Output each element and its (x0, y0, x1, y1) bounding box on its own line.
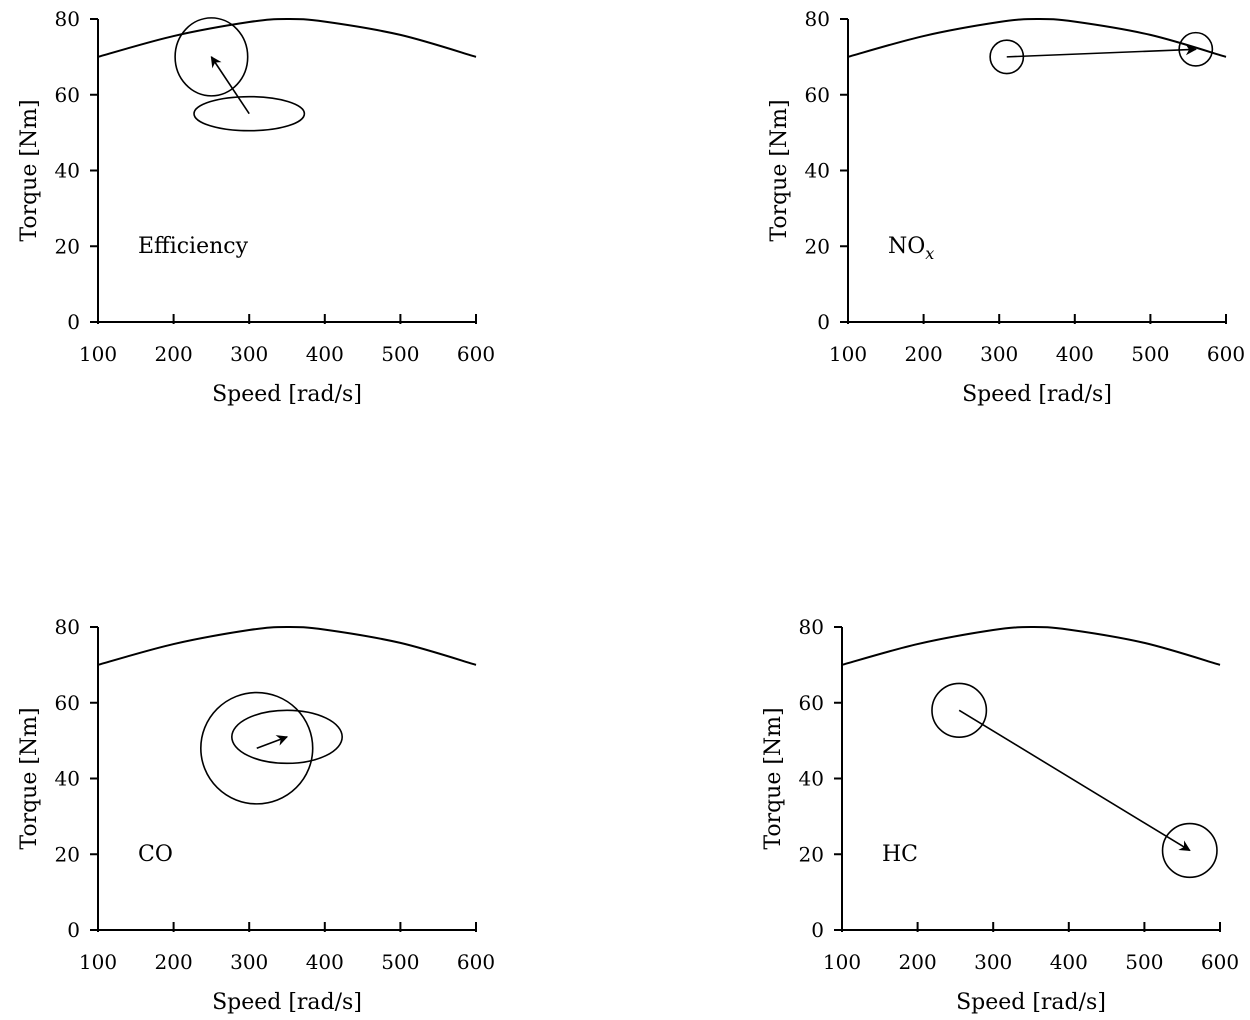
shift-arrow (958, 709, 1191, 852)
chart-panel-1: 0 20 40 60 80 100 200 300 400 500 600 Speed [rad/s]… (17, 7, 495, 407)
operating-region-1 (193, 95, 306, 132)
max-torque-curve (97, 17, 477, 58)
x-tick-label: 400 (306, 342, 344, 366)
x-tick-label: 200 (899, 950, 937, 974)
shift-arrow (210, 55, 250, 115)
chart-panel-3: 0 20 40 60 80 100 200 300 400 500 600 Speed [rad/s]… (17, 615, 495, 1015)
x-tick-label: 500 (381, 950, 419, 974)
y-tick-label: 80 (55, 7, 80, 31)
x-axis-label: Speed [rad/s] (956, 990, 1106, 1015)
panel-label-text: HC (882, 842, 918, 867)
x-tick-label: 400 (1050, 950, 1088, 974)
y-axis-label: Torque [Nm] (17, 99, 42, 241)
y-tick-label: 0 (67, 918, 80, 942)
operating-region-1 (231, 709, 343, 765)
y-tick-label: 0 (817, 310, 830, 334)
panel-label-text: NO (888, 234, 925, 259)
shift-arrow (1006, 44, 1197, 58)
panel-label: CO (138, 842, 173, 867)
operating-region-2 (200, 691, 314, 805)
y-tick-label: 40 (55, 767, 80, 791)
x-tick-label: 500 (1131, 342, 1169, 366)
chart-panel-4: 0 20 40 60 80 100 200 300 400 500 600 Speed [rad/s]… (761, 615, 1239, 1015)
y-tick-label: 20 (799, 842, 824, 866)
y-tick-label: 40 (805, 159, 830, 183)
x-tick-label: 100 (79, 950, 117, 974)
x-axis-label: Speed [rad/s] (962, 382, 1112, 407)
operating-region-1 (931, 682, 988, 739)
x-tick-label: 100 (79, 342, 117, 366)
max-torque-curve (847, 17, 1227, 58)
y-axis-label: Torque [Nm] (17, 707, 42, 849)
panel-label-subscript: x (925, 244, 934, 263)
x-tick-label: 600 (1207, 342, 1245, 366)
panel-label: Efficiency (138, 234, 249, 259)
x-tick-label: 300 (230, 950, 268, 974)
panel-label: NOx (888, 234, 934, 263)
x-tick-label: 600 (457, 342, 495, 366)
x-tick-label: 600 (1201, 950, 1239, 974)
y-tick-label: 60 (55, 691, 80, 715)
operating-region-2 (174, 17, 249, 97)
x-axis-label: Speed [rad/s] (212, 990, 362, 1015)
y-tick-label: 0 (67, 310, 80, 334)
y-tick-label: 80 (55, 615, 80, 639)
max-torque-curve (841, 625, 1221, 666)
y-tick-label: 60 (805, 83, 830, 107)
panel-label: HC (882, 842, 918, 867)
max-torque-curve (97, 625, 477, 666)
y-axis-label: Torque [Nm] (767, 99, 792, 241)
y-tick-label: 20 (55, 842, 80, 866)
x-tick-label: 500 (381, 342, 419, 366)
x-tick-label: 300 (974, 950, 1012, 974)
x-tick-label: 600 (457, 950, 495, 974)
panel-label-text: Efficiency (138, 234, 249, 259)
x-tick-label: 200 (155, 342, 193, 366)
y-tick-label: 0 (811, 918, 824, 942)
panel-label-text: CO (138, 842, 173, 867)
x-tick-label: 400 (1056, 342, 1094, 366)
y-tick-label: 80 (799, 615, 824, 639)
y-tick-label: 40 (55, 159, 80, 183)
x-tick-label: 200 (905, 342, 943, 366)
x-tick-label: 200 (155, 950, 193, 974)
x-tick-label: 300 (230, 342, 268, 366)
x-tick-label: 300 (980, 342, 1018, 366)
shift-arrow (256, 735, 289, 749)
x-tick-label: 500 (1125, 950, 1163, 974)
y-axis-label: Torque [Nm] (761, 707, 786, 849)
y-tick-label: 60 (55, 83, 80, 107)
y-tick-label: 20 (805, 234, 830, 258)
x-tick-label: 100 (829, 342, 867, 366)
x-tick-label: 100 (823, 950, 861, 974)
x-tick-label: 400 (306, 950, 344, 974)
operating-region-2 (1161, 822, 1218, 879)
y-tick-label: 40 (799, 767, 824, 791)
y-tick-label: 80 (805, 7, 830, 31)
y-tick-label: 20 (55, 234, 80, 258)
chart-panel-2: 0 20 40 60 80 100 200 300 400 500 600 Speed [rad/s]… (767, 7, 1245, 407)
x-axis-label: Speed [rad/s] (212, 382, 362, 407)
y-tick-label: 60 (799, 691, 824, 715)
